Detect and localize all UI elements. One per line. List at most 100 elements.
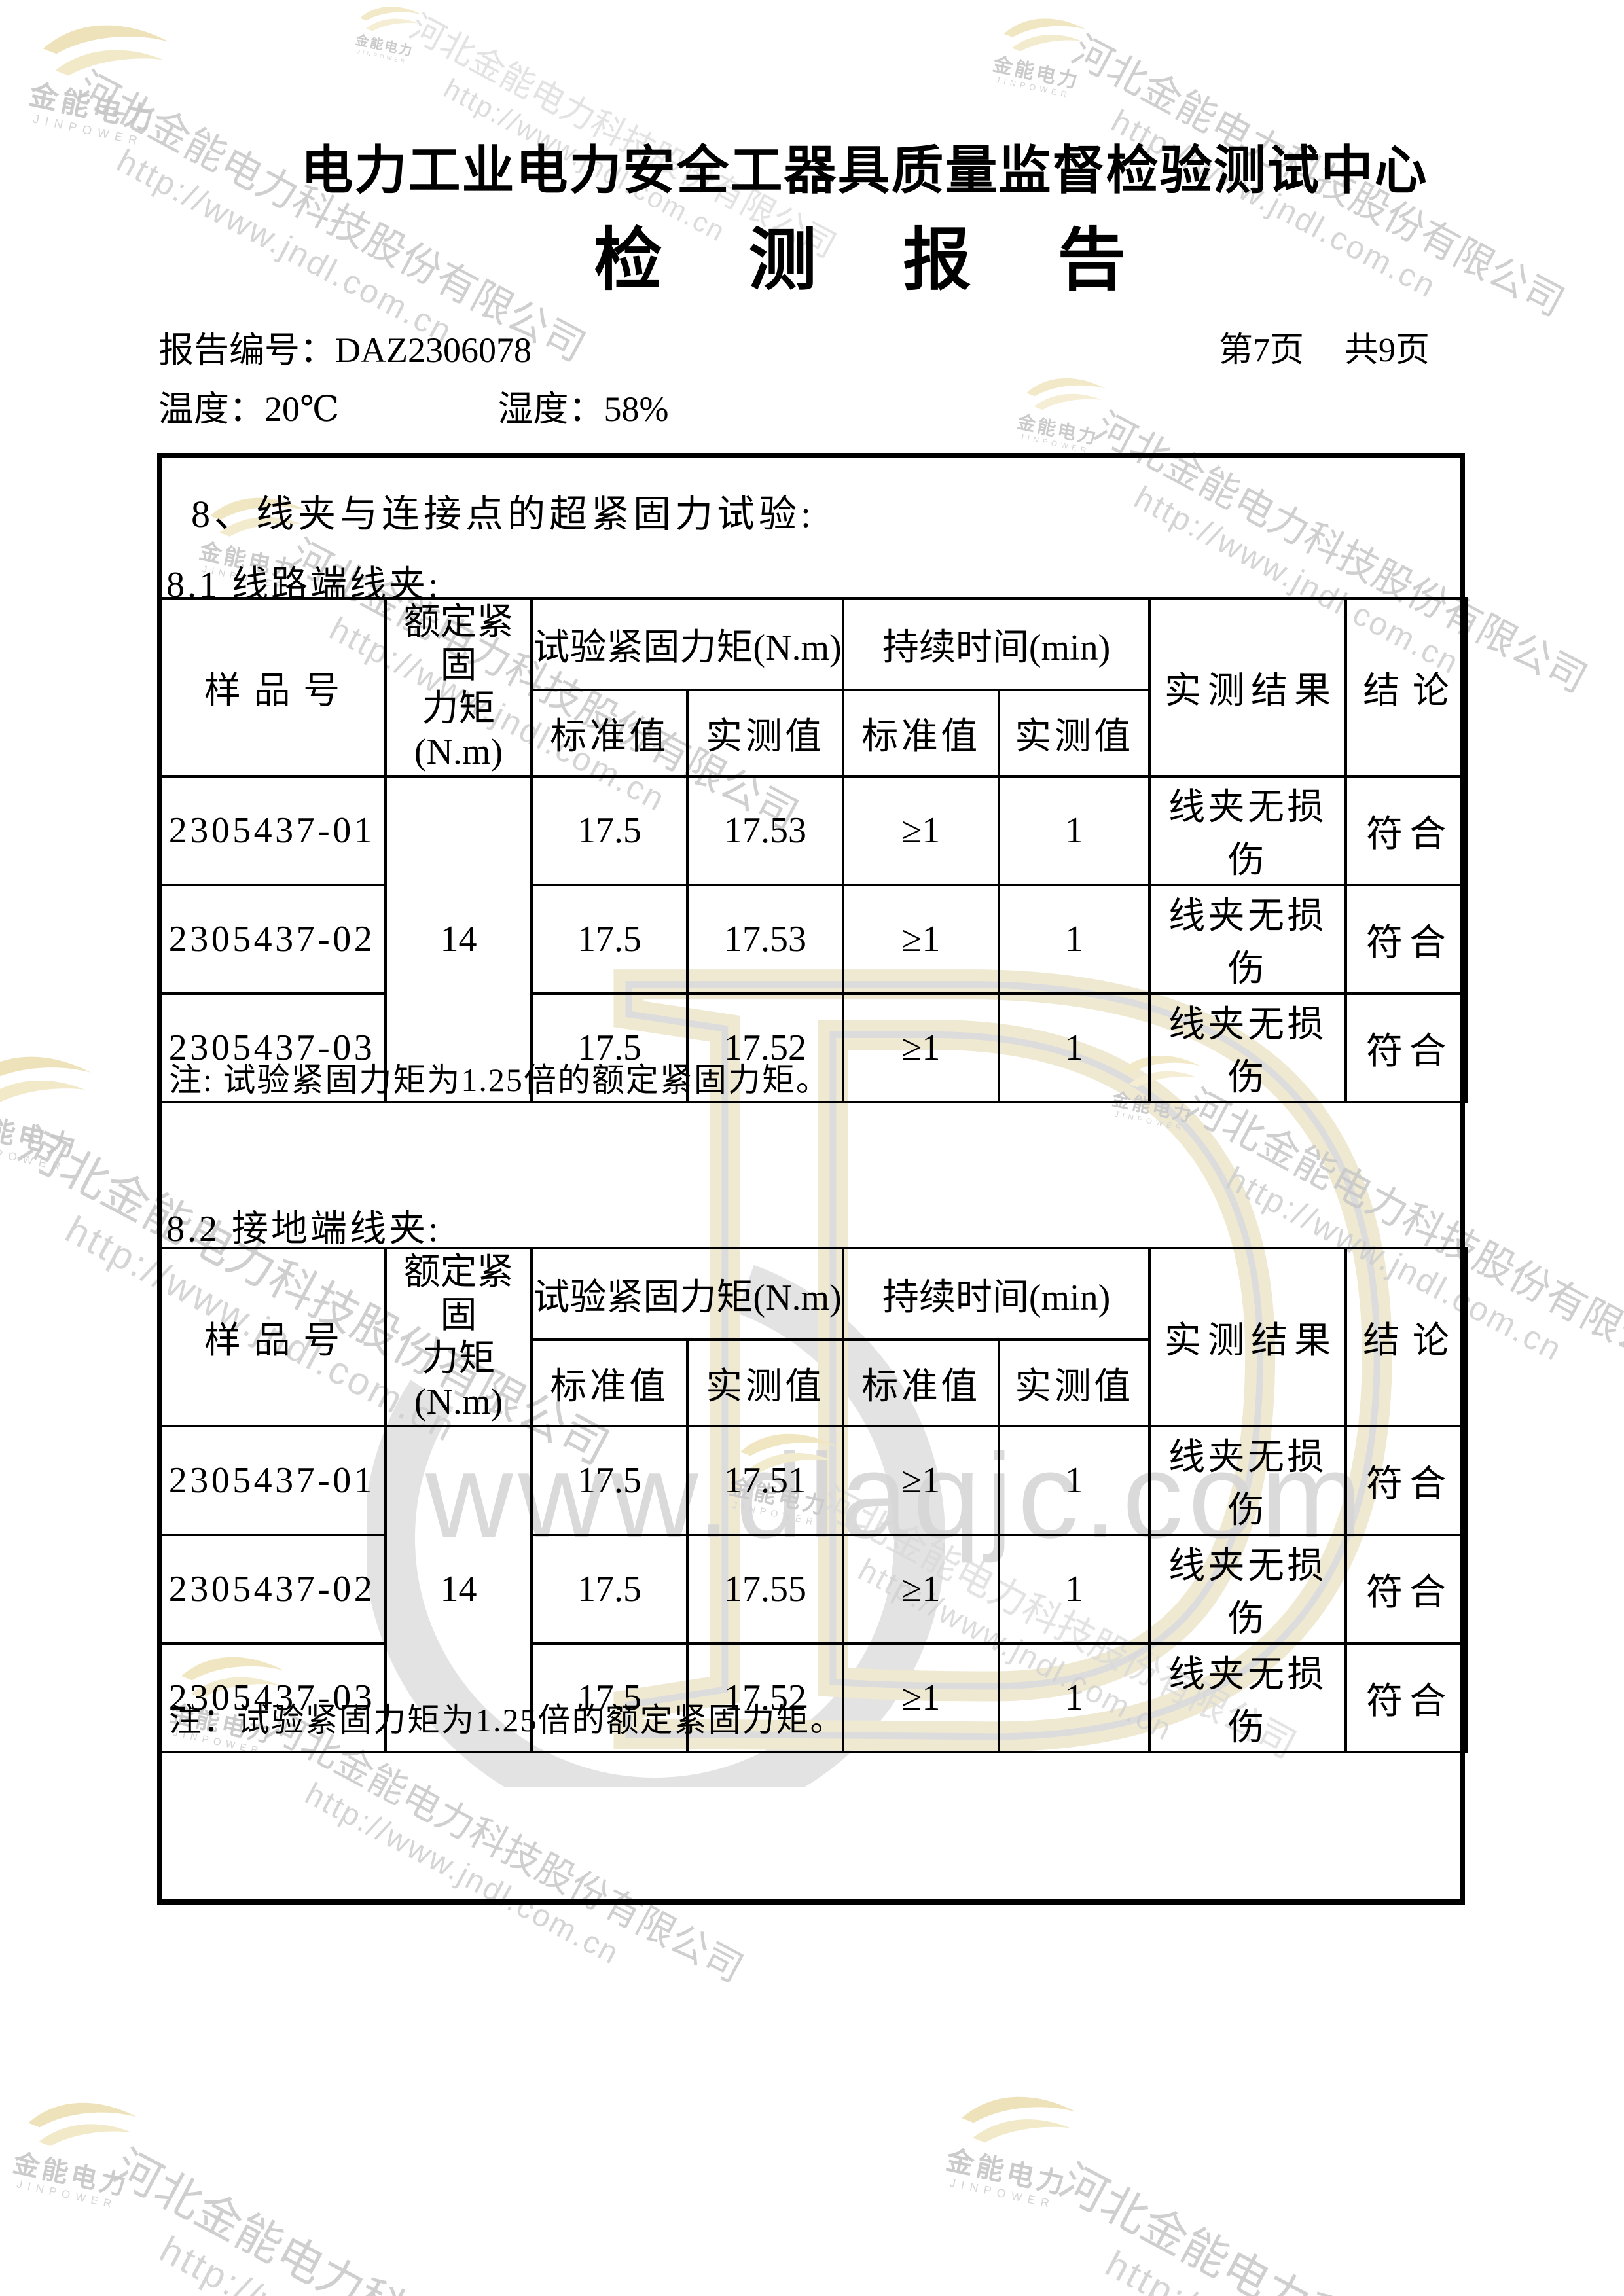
section-8-heading: 8、线夹与连接点的超紧固力试验: [191, 493, 816, 535]
cell-torque-std: 17.5 [530, 775, 689, 886]
cell-conclusion: 符合 [1344, 1425, 1468, 1536]
report-title: 检 测 报 告 [594, 223, 1135, 298]
subheader-std: 标准值 [530, 1338, 689, 1427]
report-number-value: DAZ2306078 [335, 331, 532, 370]
cell-torque-meas: 17.55 [685, 1534, 845, 1645]
jinpower-logo-icon: 金能电力 JINPOWER [0, 1031, 103, 1177]
cell-sample: 2305437-03 [157, 1642, 387, 1753]
table-row: 2305437-01 14 17.5 17.51 ≥1 1 线夹无损伤 符合 [157, 1425, 1468, 1753]
jinpower-logo-icon: 金能电力 JINPOWER [348, 0, 428, 67]
jinpower-logo-icon: 金能电力 JINPOWER [6, 2080, 147, 2214]
table-subheader-row: 标准值 实测值 标准值 实测值 [158, 689, 1466, 778]
subheader-meas: 实测值 [685, 689, 845, 778]
cell-result: 线夹无损伤 [1148, 992, 1348, 1103]
cell-duration-std: ≥1 [842, 1534, 1001, 1645]
header-rated-torque: 额定紧固 力矩 (N.m) [384, 1247, 533, 1427]
header-sample: 样品号 [157, 1247, 387, 1427]
table-row: 2305437-02 17.5 17.53 ≥1 1 线夹无损伤 符合 [157, 884, 1468, 995]
humidity: 湿度：58% [497, 389, 669, 429]
cell-sample: 2305437-02 [157, 884, 387, 995]
cell-result: 线夹无损伤 [1148, 775, 1348, 886]
cell-result: 线夹无损伤 [1148, 1425, 1348, 1536]
table-row: 2305437-01 14 17.5 17.53 ≥1 1 线夹无损伤 符合 [157, 775, 1468, 1103]
cell-duration-meas: 1 [998, 1534, 1151, 1645]
header-duration: 持续时间(min) [842, 1247, 1151, 1341]
cell-torque-meas: 17.51 [685, 1425, 845, 1536]
cell-duration-std: ≥1 [842, 1425, 1001, 1536]
cell-torque-std: 17.5 [530, 1642, 689, 1753]
cell-sample: 2305437-02 [157, 1534, 387, 1645]
header-sample: 样品号 [157, 597, 387, 778]
temperature: 温度：20℃ [158, 389, 340, 429]
ground-end-clamp-table: 样品号 额定紧固 力矩 (N.m) 试验紧固力矩(N.m) 持续时间(min) … [157, 1247, 1468, 1753]
cell-torque-meas: 17.53 [685, 775, 845, 886]
cell-result: 线夹无损伤 [1148, 1534, 1348, 1645]
company-watermark: 河北金能电力科技股份有限公司 http://www.jndl.com.cn [82, 2139, 697, 2296]
cell-duration-meas: 1 [998, 775, 1151, 886]
cell-torque-meas: 17.52 [685, 992, 845, 1103]
company-watermark: 河北金能电力科技股份有限公司 http://www.jndl.com.cn [1028, 2153, 1624, 2296]
table-1-note: 注: 试验紧固力矩为1.25倍的额定紧固力矩。 [169, 1062, 830, 1098]
cell-result: 线夹无损伤 [1148, 884, 1348, 995]
cell-sample: 2305437-01 [157, 775, 387, 886]
cell-rated-torque: 14 [384, 775, 533, 1103]
header-result: 实测结果 [1148, 1247, 1348, 1427]
header-result: 实测结果 [1148, 597, 1348, 778]
table-row: 2305437-03 17.5 17.52 ≥1 1 线夹无损伤 符合 [157, 992, 1468, 1103]
cell-duration-meas: 1 [998, 1642, 1151, 1753]
subheader-std: 标准值 [530, 689, 689, 778]
report-number-label: 报告编号： [158, 331, 335, 370]
cell-sample: 2305437-03 [157, 992, 387, 1103]
cell-duration-std: ≥1 [842, 884, 1001, 995]
cell-sample: 2305437-01 [157, 1425, 387, 1536]
cell-duration-std: ≥1 [842, 1642, 1001, 1753]
cell-duration-std: ≥1 [842, 992, 1001, 1103]
subheader-meas: 实测值 [685, 1338, 845, 1427]
cell-duration-meas: 1 [998, 884, 1151, 995]
cell-duration-std: ≥1 [842, 775, 1001, 886]
cell-duration-meas: 1 [998, 992, 1151, 1103]
environment-line: 温度：20℃ 湿度：58% [158, 380, 668, 431]
jinpower-logo-icon: 金能电力 JINPOWER [939, 2073, 1088, 2214]
cell-conclusion: 符合 [1344, 1642, 1468, 1753]
subheader-std: 标准值 [842, 689, 1001, 778]
table-row: 2305437-03 17.5 17.52 ≥1 1 线夹无损伤 符合 [157, 1642, 1468, 1753]
cell-torque-meas: 17.52 [685, 1642, 845, 1753]
table-header-row: 样品号 额定紧固 力矩 (N.m) 试验紧固力矩(N.m) 持续时间(min) … [157, 597, 1468, 778]
header-duration: 持续时间(min) [842, 597, 1151, 691]
cell-conclusion: 符合 [1344, 884, 1468, 995]
header-test-torque: 试验紧固力矩(N.m) [530, 597, 845, 691]
page-current: 第7页 [1219, 332, 1305, 369]
table-subheader-row: 标准值 实测值 标准值 实测值 [158, 1338, 1466, 1427]
jinpower-logo-icon: 金能电力 JINPOWER [190, 477, 316, 594]
table-2-note: 注：试验紧固力矩为1.25倍的额定紧固力矩。 [169, 1702, 844, 1738]
cell-torque-std: 17.5 [530, 1534, 689, 1645]
page-total: 共9页 [1344, 332, 1430, 369]
jinpower-logo-icon: 金能电力 JINPOWER [18, 0, 182, 152]
subheader-meas: 实测值 [998, 1338, 1151, 1427]
table-header-row: 样品号 额定紧固 力矩 (N.m) 试验紧固力矩(N.m) 持续时间(min) … [157, 1247, 1468, 1427]
jinpower-logo-icon: 金能电力 JINPOWER [1011, 361, 1113, 457]
content-border-box [157, 453, 1465, 1905]
cell-torque-meas: 17.53 [685, 884, 845, 995]
section-8-2-heading: 8.2 接地端线夹: [166, 1209, 441, 1249]
header-test-torque: 试验紧固力矩(N.m) [530, 1247, 845, 1341]
report-number-line: 报告编号：DAZ2306078 [158, 321, 532, 372]
subheader-meas: 实测值 [998, 689, 1151, 778]
jinpower-logo-icon: 金能电力 JINPOWER [987, 1, 1094, 101]
cell-duration-meas: 1 [998, 1425, 1151, 1536]
table-row: 2305437-02 17.5 17.55 ≥1 1 线夹无损伤 符合 [157, 1534, 1468, 1645]
cell-torque-std: 17.5 [530, 992, 689, 1103]
header-conclusion: 结论 [1344, 1247, 1468, 1427]
header-conclusion: 结论 [1344, 597, 1468, 778]
header-rated-torque: 额定紧固 力矩 (N.m) [384, 597, 533, 778]
cell-torque-std: 17.5 [530, 1425, 689, 1536]
page-indicator: 第7页 共9页 [1219, 322, 1430, 371]
subheader-std: 标准值 [842, 1338, 1001, 1427]
cell-torque-std: 17.5 [530, 884, 689, 995]
cell-rated-torque: 14 [384, 1425, 533, 1753]
cell-conclusion: 符合 [1344, 775, 1468, 886]
cell-conclusion: 符合 [1344, 1534, 1468, 1645]
org-title: 电力工业电力安全工器具质量监督检验测试中心 [300, 143, 1428, 200]
